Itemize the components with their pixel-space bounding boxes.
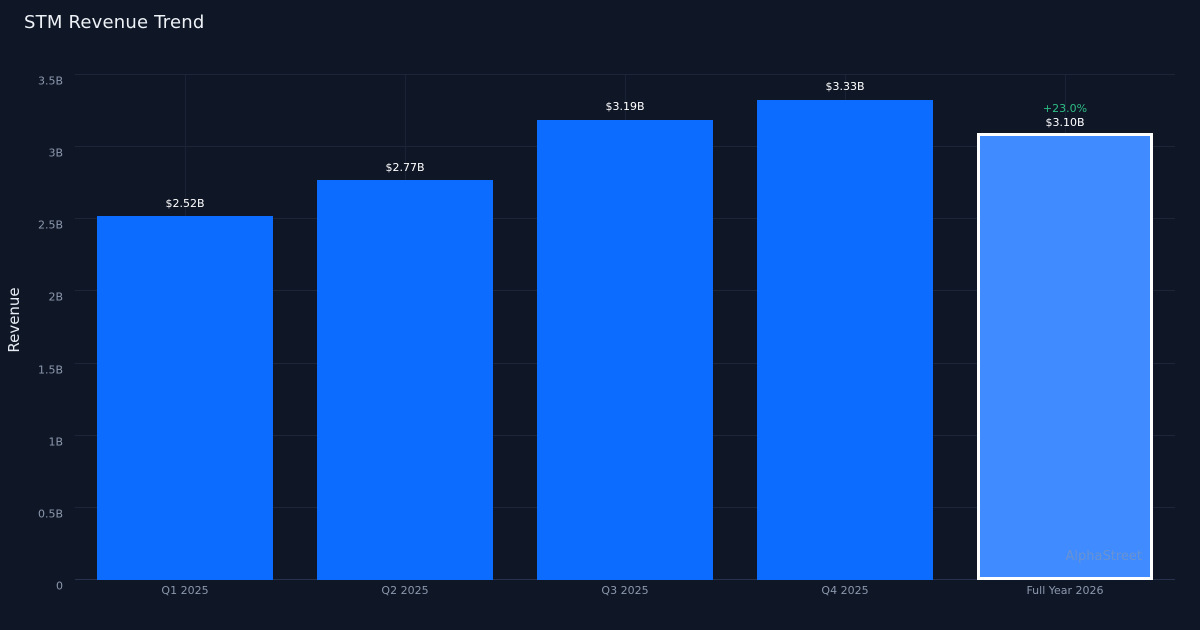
bar-slot: $3.33B bbox=[735, 75, 955, 580]
h-gridline bbox=[75, 74, 1175, 75]
bar-q3-2025: $3.19B bbox=[537, 100, 713, 580]
bar-value-label: $2.77B bbox=[385, 160, 425, 174]
bar-q1-2025: $2.52B bbox=[97, 197, 273, 580]
watermark: AlphaStreet bbox=[1065, 549, 1142, 564]
bar-q4-2025: $3.33B bbox=[757, 80, 933, 580]
x-tick-label: Q3 2025 bbox=[601, 584, 649, 597]
y-tick-label: 3B bbox=[48, 146, 63, 160]
x-tick-label: Q4 2025 bbox=[821, 584, 869, 597]
y-tick-label: 2.5B bbox=[37, 218, 63, 232]
bar-q2-2025: $2.77B bbox=[317, 161, 493, 580]
x-tick-label: Q1 2025 bbox=[161, 584, 209, 597]
y-tick-label: 0 bbox=[56, 579, 63, 593]
x-axis-tick-labels: Q1 2025 Q2 2025 Q3 2025 Q4 2025 Full Year 20… bbox=[75, 584, 1175, 597]
chart-title: STM Revenue Trend bbox=[24, 12, 205, 33]
plot-area: $2.52B $2.77B $3.19B $3.33B +23.0% $3.10B bbox=[75, 74, 1175, 580]
x-tick-label: Q2 2025 bbox=[381, 584, 429, 597]
y-tick-label: 0.5B bbox=[37, 507, 63, 521]
bar-slot: +23.0% $3.10B bbox=[955, 75, 1175, 580]
bar-value-label: $3.19B bbox=[605, 99, 645, 113]
bar-slot: $2.52B bbox=[75, 75, 295, 580]
bar-slot: $2.77B bbox=[295, 75, 515, 580]
bar-series: $2.52B $2.77B $3.19B $3.33B +23.0% $3.10B bbox=[75, 75, 1175, 580]
y-tick-label: 2B bbox=[48, 290, 63, 304]
bar-value-label: $2.52B bbox=[165, 196, 205, 210]
y-tick-label: 3.5B bbox=[37, 74, 63, 88]
bar-value-label: +23.0% $3.10B bbox=[1042, 102, 1088, 129]
x-tick-label: Full Year 2026 bbox=[1026, 584, 1104, 597]
y-tick-label: 1B bbox=[48, 435, 63, 449]
change-percent-label: +23.0% bbox=[1042, 102, 1088, 116]
bar-full-year-2026: +23.0% $3.10B bbox=[977, 102, 1153, 580]
bar-slot: $3.19B bbox=[515, 75, 735, 580]
y-tick-label: 1.5B bbox=[37, 363, 63, 377]
bar-value-label: $3.33B bbox=[825, 79, 865, 93]
